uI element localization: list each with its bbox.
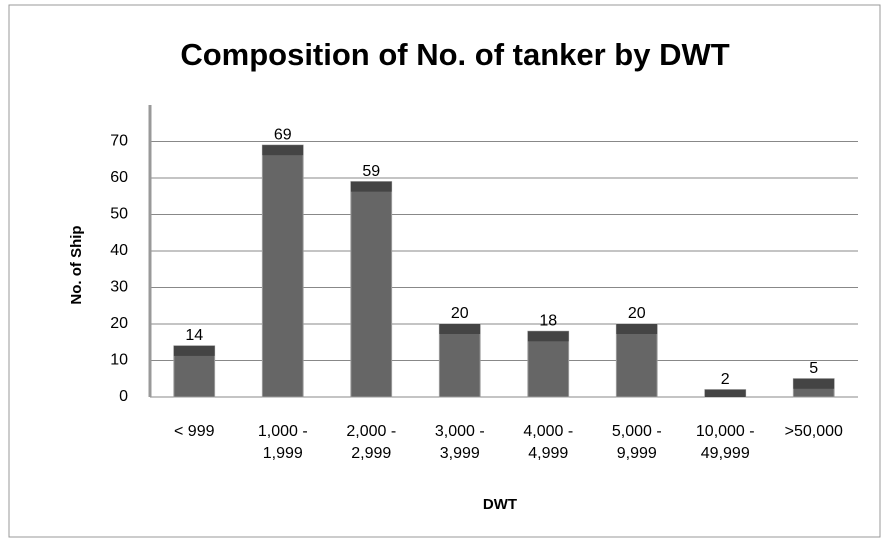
x-tick-label: 10,000 - 49,999 — [695, 423, 755, 462]
bar — [527, 330, 570, 398]
y-tick-label: 0 — [119, 388, 128, 405]
y-tick-label: 10 — [110, 352, 128, 369]
x-tick-label: 3,000 - 3,999 — [434, 423, 485, 462]
x-tick-label: 4,000 - 4,999 — [523, 423, 574, 462]
y-tick-label: 50 — [110, 206, 128, 223]
bar-top — [173, 345, 215, 356]
x-tick-label: < 999 — [174, 423, 215, 440]
bar-top — [262, 145, 304, 156]
y-axis-label: No. of Ship — [68, 225, 85, 304]
chart-border — [8, 4, 881, 538]
data-label: 18 — [539, 313, 557, 330]
y-tick-label: 20 — [110, 315, 128, 332]
bar — [615, 323, 658, 398]
data-label: 69 — [274, 126, 292, 143]
x-axis-label: DWT — [483, 496, 517, 513]
data-label: 20 — [451, 305, 469, 322]
data-label: 14 — [185, 327, 203, 344]
bar-top — [527, 331, 569, 342]
bar-top — [704, 389, 746, 397]
bar-top — [439, 324, 481, 334]
y-tick-label: 30 — [110, 279, 128, 296]
data-label: 20 — [628, 305, 646, 322]
data-label: 59 — [362, 163, 380, 180]
bar — [350, 181, 393, 398]
x-tick-label: >50,000 — [784, 423, 843, 440]
chart-title: Composition of No. of tanker by DWT — [180, 37, 729, 72]
data-label: 5 — [809, 360, 818, 377]
y-tick-label: 40 — [110, 242, 128, 259]
bar-top — [793, 378, 835, 389]
x-tick-label: 2,000 - 2,999 — [346, 423, 397, 462]
bar — [261, 144, 304, 398]
data-label: 2 — [721, 371, 730, 388]
x-tick-label: 1,000 - 1,999 — [257, 423, 308, 462]
y-tick-label: 70 — [110, 133, 128, 150]
bar-top — [350, 181, 392, 192]
x-tick-label: 5,000 - 9,999 — [611, 423, 662, 462]
bar-top — [616, 324, 658, 334]
y-tick-label: 60 — [110, 169, 128, 186]
bar — [438, 323, 481, 398]
